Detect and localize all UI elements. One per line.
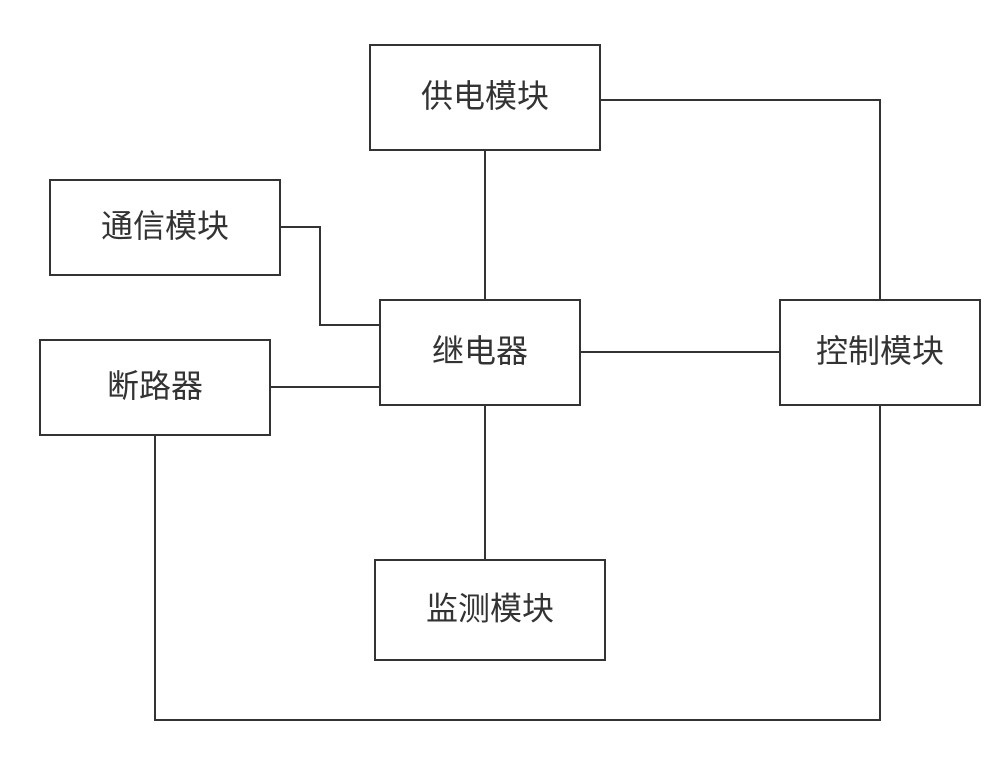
node-power-label: 供电模块 [421, 78, 549, 114]
node-breaker-label: 断路器 [107, 368, 203, 404]
node-relay: 继电器 [380, 300, 580, 405]
node-relay-label: 继电器 [432, 333, 528, 369]
node-power: 供电模块 [370, 45, 600, 150]
node-comm-label: 通信模块 [101, 208, 229, 244]
node-comm: 通信模块 [50, 180, 280, 275]
edge-power-control [600, 100, 880, 300]
node-control: 控制模块 [780, 300, 980, 405]
node-breaker: 断路器 [40, 340, 270, 435]
edge-comm-relay [280, 227, 380, 325]
node-monitor-label: 监测模块 [426, 590, 554, 626]
node-control-label: 控制模块 [816, 333, 944, 369]
node-monitor: 监测模块 [375, 560, 605, 660]
block-diagram: 供电模块通信模块继电器断路器 控制模块监测模块 [0, 0, 1000, 766]
